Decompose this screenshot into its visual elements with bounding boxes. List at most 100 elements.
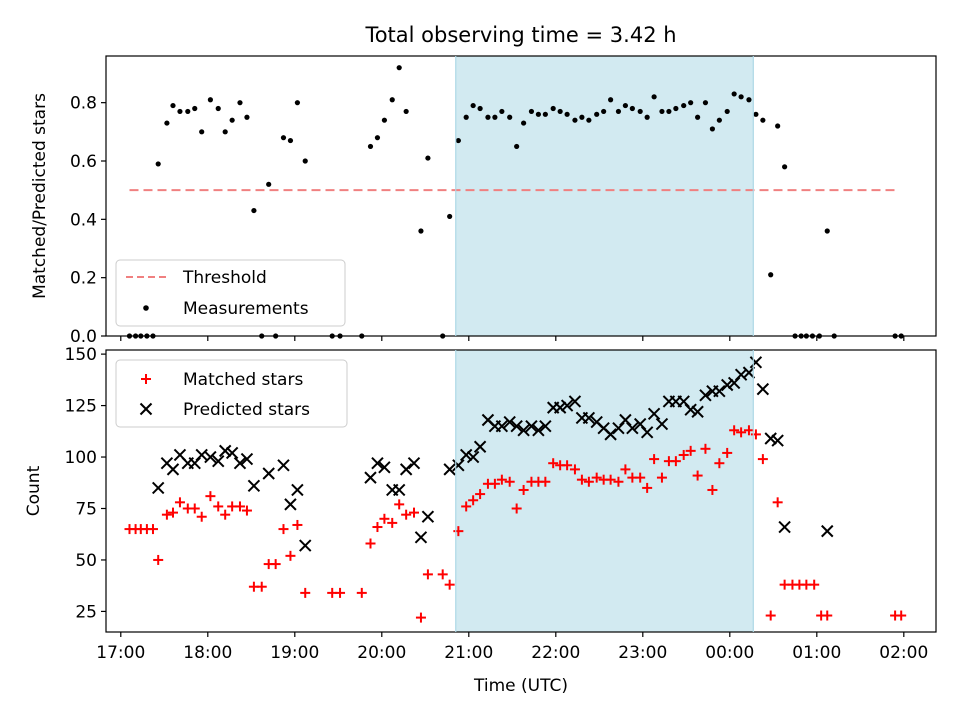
predicted-star-point-b xyxy=(734,368,748,381)
predicted-star-point-b xyxy=(443,463,456,476)
predicted-star-point-b xyxy=(466,450,480,464)
matched-star-point xyxy=(714,458,725,469)
measurement-point xyxy=(229,117,235,123)
predicted-star-point-b xyxy=(778,520,791,534)
predicted-star-point xyxy=(647,407,661,421)
predicted-star-point-b xyxy=(225,446,239,460)
predicted-star-point xyxy=(720,378,734,392)
matched-star-point xyxy=(372,522,383,533)
measurement-point xyxy=(155,161,161,167)
x-axis-label: Time (UTC) xyxy=(473,676,568,696)
legend-measurements-swatch xyxy=(143,305,149,311)
matched-star-point xyxy=(670,456,681,467)
predicted-star-point xyxy=(778,520,791,534)
measurement-point xyxy=(608,97,614,103)
legend-measurements-label: Measurements xyxy=(183,299,309,319)
measurement-point xyxy=(651,94,657,100)
measurement-point xyxy=(192,105,198,112)
predicted-star-point xyxy=(699,389,712,402)
predicted-star-point xyxy=(821,524,834,538)
measurement-point xyxy=(775,123,781,129)
legend-predicted-label: Predicted stars xyxy=(183,400,310,420)
matched-star-point xyxy=(489,478,500,489)
measurement-point xyxy=(463,114,469,120)
matched-star-point xyxy=(401,509,412,520)
matched-star-point xyxy=(153,554,164,565)
matched-star-point xyxy=(620,464,631,475)
measurement-point xyxy=(266,181,272,187)
measurement-point xyxy=(716,117,722,123)
bottom-y-tick-label: 125 xyxy=(65,397,97,417)
predicted-star-point xyxy=(553,401,567,414)
predicted-star-point xyxy=(218,444,232,458)
measurement-point xyxy=(731,91,737,97)
predicted-star-point-b xyxy=(284,498,297,511)
predicted-star-point-b xyxy=(481,413,495,427)
predicted-star-point xyxy=(532,424,545,437)
predicted-star-point-b xyxy=(517,424,530,437)
matched-star-point xyxy=(613,476,624,487)
predicted-star-point xyxy=(771,434,784,447)
matched-star-point xyxy=(189,503,200,514)
measurement-point xyxy=(824,228,830,234)
predicted-star-point-b xyxy=(473,440,487,453)
predicted-star-point xyxy=(166,463,180,476)
predicted-star-point xyxy=(742,366,756,379)
measurement-point xyxy=(199,129,205,135)
top-x-ticks xyxy=(120,336,905,341)
measurement-point xyxy=(746,97,752,103)
top-highlight-span xyxy=(455,56,754,336)
predicted-star-point xyxy=(626,422,639,435)
matched-star-point xyxy=(285,550,296,561)
bottom-y-tick-label: 150 xyxy=(65,345,97,365)
predicted-star-point-b xyxy=(560,399,574,412)
measurement-point xyxy=(695,114,701,120)
measurement-point xyxy=(447,213,453,220)
bottom-legend: Matched stars Predicted stars xyxy=(115,359,348,428)
matched-star-point xyxy=(379,513,390,524)
measurement-point xyxy=(644,114,650,120)
predicted-star-point-b xyxy=(299,539,312,552)
measurement-point xyxy=(492,114,498,120)
measurement-point xyxy=(477,105,483,112)
measurement-point xyxy=(521,120,527,126)
predicted-star-point-b xyxy=(407,457,421,470)
predicted-star-point xyxy=(582,411,596,425)
measurement-point xyxy=(418,228,424,234)
measurement-point xyxy=(601,108,607,115)
matched-star-point xyxy=(496,474,507,485)
matched-star-point xyxy=(569,464,580,475)
predicted-star-point xyxy=(495,419,509,433)
predicted-star-point-b xyxy=(166,463,180,476)
predicted-star-point-b xyxy=(655,417,669,431)
measurement-point xyxy=(403,108,409,115)
predicted-star-point-b xyxy=(277,459,290,472)
matched-star-point xyxy=(518,484,529,495)
predicted-star-point xyxy=(525,419,538,433)
predicted-star-point-b xyxy=(590,415,603,429)
matched-star-point xyxy=(461,501,472,512)
predicted-star-point xyxy=(443,463,456,476)
predicted-star-point xyxy=(473,440,487,453)
matched-star-point xyxy=(707,484,718,495)
matched-star-point xyxy=(635,472,646,483)
measurement-point xyxy=(251,207,257,214)
predicted-star-point xyxy=(539,419,552,433)
matched-star-point xyxy=(822,610,833,621)
predicted-star-point xyxy=(734,368,748,381)
measurement-point xyxy=(237,100,243,106)
matched-star-point xyxy=(809,579,820,590)
bottom-y-tick-label: 25 xyxy=(75,602,97,622)
legend-predicted-marker xyxy=(139,402,153,416)
predicted-star-point xyxy=(749,356,763,369)
predicted-star-point xyxy=(604,428,617,441)
matched-star-point xyxy=(757,454,768,465)
predicted-star-point-b xyxy=(421,510,435,523)
matched-star-point xyxy=(700,443,711,454)
matched-star-point xyxy=(270,559,281,570)
predicted-star-point-b xyxy=(291,483,304,497)
predicted-star-point xyxy=(262,467,275,480)
predicted-star-point-b xyxy=(691,405,704,418)
predicted-star-point-b xyxy=(160,457,174,470)
